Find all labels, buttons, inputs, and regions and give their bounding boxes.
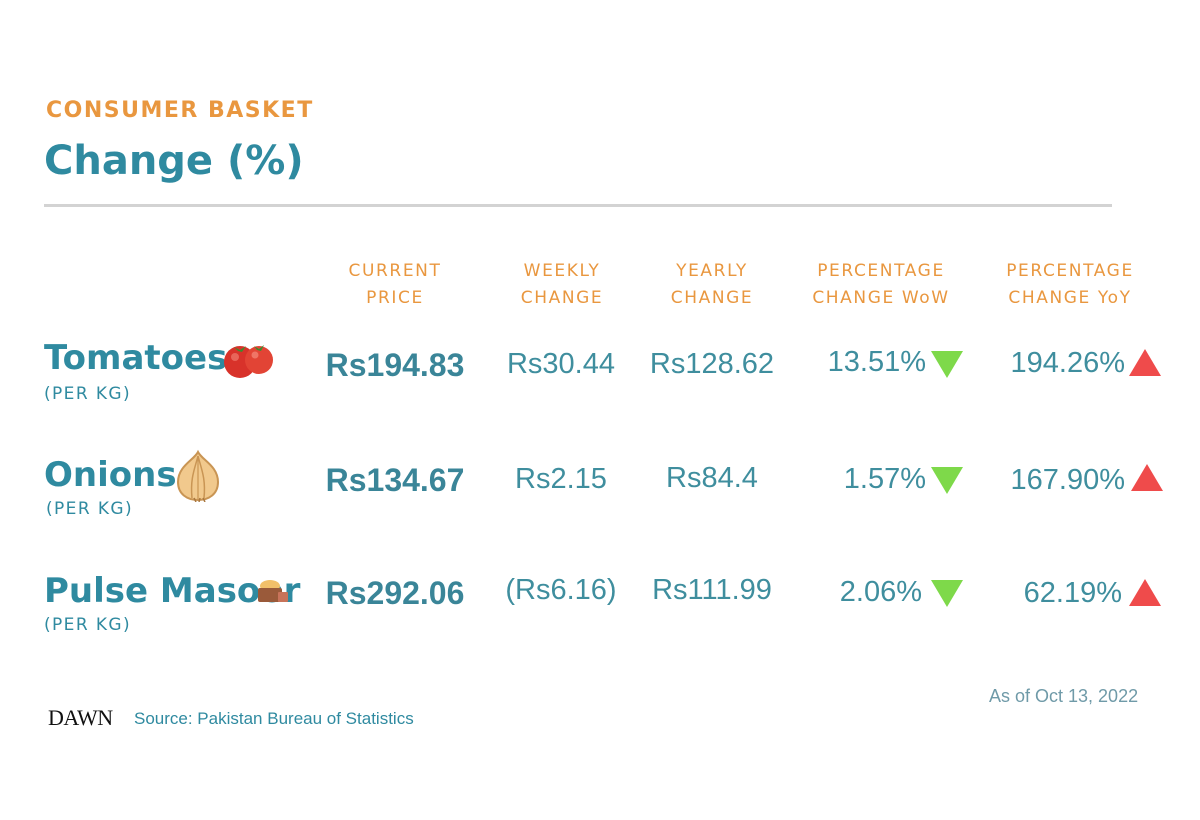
row-name: Pulse Masoor [44,571,301,611]
current-price: Rs134.67 [325,462,465,498]
yearly-change: Rs111.99 [652,574,772,606]
current-price: Rs194.83 [325,347,465,383]
onion-icon [176,449,220,502]
source-note: Source: Pakistan Bureau of Statistics [134,709,414,728]
dawn-logo: DAWN [48,705,113,730]
column-header-line: WEEKLY [523,261,601,281]
page-title: Change (%) [44,138,304,184]
pulse-bowl-icon [258,580,288,602]
weekly-change: Rs2.15 [515,463,607,495]
yearly-change: Rs128.62 [649,348,775,380]
down-arrow-icon [931,467,963,494]
column-header-line: PERCENTAGE [1006,261,1134,281]
column-header-line: PRICE [366,288,424,308]
wow-percent: 13.51% [827,346,926,378]
up-arrow-icon [1129,349,1161,376]
row-unit: (PER KG) [44,384,131,404]
weekly-change: Rs30.44 [506,348,615,380]
column-header-wow: PERCENTAGE CHANGE WoW [796,258,966,312]
kicker-label: CONSUMER BASKET [46,98,314,123]
as-of-date: As of Oct 13, 2022 [989,686,1139,706]
weekly-change: (Rs6.16) [505,574,617,606]
column-header-current-price: CURRENT PRICE [325,258,465,312]
up-arrow-icon [1129,579,1161,606]
row-name: Tomatoes [44,338,228,378]
column-header-line: CHANGE [670,288,754,308]
down-arrow-icon [931,580,963,607]
column-header-line: PERCENTAGE [817,261,945,281]
yearly-change: Rs84.4 [666,462,758,494]
column-header-line: CURRENT [348,261,442,281]
column-header-line: CHANGE WoW [812,288,950,308]
down-arrow-icon [931,351,963,378]
column-header-yoy: PERCENTAGE CHANGE YoY [985,258,1155,312]
wow-percent: 2.06% [839,576,922,608]
divider [44,204,1112,207]
column-header-line: YEARLY [676,261,748,281]
row-name: Onions [44,455,177,495]
up-arrow-icon [1131,464,1163,491]
column-header-line: CHANGE [520,288,604,308]
wow-percent: 1.57% [843,463,926,495]
yoy-percent: 194.26% [1010,347,1126,379]
yoy-percent: 167.90% [1010,464,1126,496]
column-header-line: CHANGE YoY [1008,288,1132,308]
row-unit: (PER KG) [44,615,131,635]
current-price: Rs292.06 [325,575,465,611]
column-header-yearly-change: YEARLY CHANGE [642,258,782,312]
tomato-icon [224,345,273,378]
yoy-percent: 62.19% [1023,577,1122,609]
column-header-weekly-change: WEEKLY CHANGE [492,258,632,312]
row-unit: (PER KG) [46,499,133,519]
